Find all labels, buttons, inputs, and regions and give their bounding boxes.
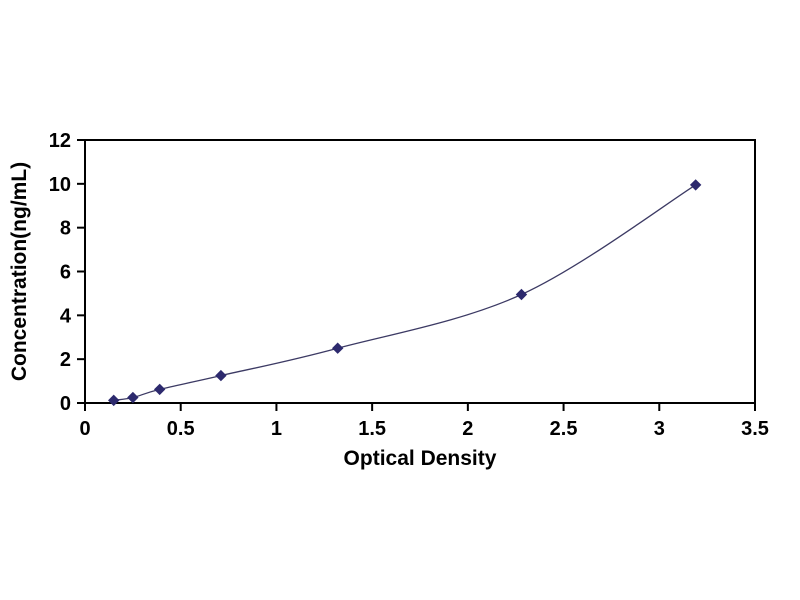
y-axis-tick-label: 4 — [60, 305, 72, 327]
x-axis-tick-label: 3 — [654, 418, 665, 440]
data-point-marker — [215, 369, 227, 382]
x-axis-tick-label: 0.5 — [167, 418, 195, 440]
x-axis-tick-label: 1 — [271, 418, 282, 440]
y-axis-tick-label: 2 — [60, 349, 71, 371]
x-axis-tick-label: 3.5 — [741, 418, 769, 440]
data-point-marker — [127, 391, 139, 404]
data-point-marker — [153, 383, 166, 396]
data-point-marker — [108, 394, 120, 407]
x-axis-tick-label: 2.5 — [550, 418, 578, 440]
y-axis-tick-label: 12 — [49, 130, 71, 152]
y-axis-tick-label: 6 — [60, 262, 71, 284]
x-axis-tick-label: 2 — [462, 418, 473, 440]
x-axis-tick-label: 1.5 — [358, 418, 386, 440]
data-point-marker — [689, 179, 702, 191]
y-axis-tick-label: 0 — [60, 393, 71, 415]
series-line — [113, 184, 697, 402]
x-axis-title: Optical Density — [344, 447, 497, 470]
data-point-marker — [515, 288, 528, 301]
plot-area-border — [84, 139, 756, 404]
data-point-marker — [331, 342, 344, 354]
y-axis-tick-label: 10 — [49, 174, 71, 196]
y-axis-title: Concentration(ng/mL) — [8, 162, 31, 381]
y-axis-tick-label: 8 — [60, 218, 71, 240]
x-axis-tick-label: 0 — [79, 418, 90, 440]
